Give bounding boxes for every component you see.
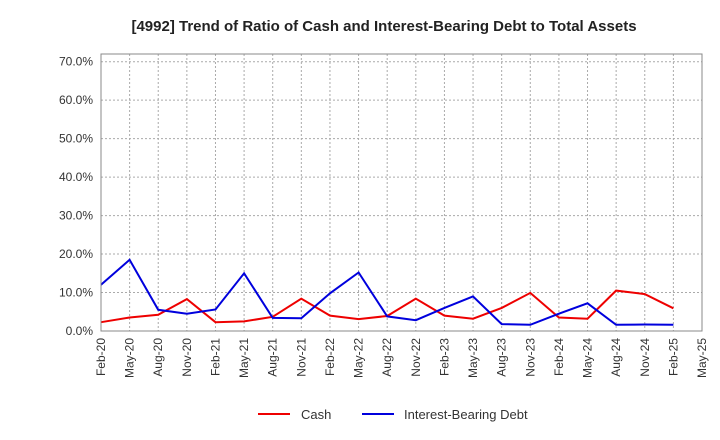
- x-tick-label: Feb-20: [94, 338, 108, 376]
- x-axis: Feb-20 May-20 Aug-20 Nov-20 Feb-21 May-21 Aug-…: [94, 338, 709, 378]
- y-tick-label: 10.0%: [59, 286, 93, 300]
- x-tick-label: Aug-23: [495, 338, 509, 377]
- y-axis: 0.0% 10.0% 20.0% 30.0% 40.0% 50.0% 60.0% 70.0%: [59, 55, 93, 338]
- x-tick-label: May-25: [695, 338, 709, 378]
- legend-label: Interest-Bearing Debt: [404, 407, 528, 422]
- x-tick-label: Aug-21: [266, 338, 280, 377]
- x-tick-label: Nov-20: [180, 338, 194, 377]
- x-tick-label: Nov-21: [294, 338, 308, 377]
- x-tick-label: Nov-24: [638, 338, 652, 377]
- legend-label: Cash: [301, 407, 331, 422]
- series-line-interest-bearing-debt: [100, 258, 674, 326]
- x-tick-label: Aug-24: [609, 338, 623, 377]
- x-tick-label: Feb-23: [437, 338, 451, 376]
- y-tick-label: 40.0%: [59, 170, 93, 184]
- y-tick-label: 20.0%: [59, 247, 93, 261]
- x-tick-label: Feb-25: [666, 338, 680, 376]
- x-tick-label: Feb-21: [208, 338, 222, 376]
- x-tick-label: Nov-23: [523, 338, 537, 377]
- y-tick-label: 60.0%: [59, 93, 93, 107]
- x-tick-label: Feb-24: [552, 338, 566, 376]
- legend: Cash Interest-Bearing Debt: [258, 407, 528, 422]
- series-lines: [100, 258, 674, 326]
- x-tick-label: Nov-22: [409, 338, 423, 377]
- x-tick-label: May-24: [581, 338, 595, 378]
- plot-frame: [100, 53, 703, 332]
- y-tick-label: 0.0%: [66, 324, 94, 338]
- grid-lines: [101, 54, 702, 331]
- y-tick-label: 70.0%: [59, 55, 93, 69]
- x-tick-label: May-20: [123, 338, 137, 378]
- x-tick-label: May-22: [352, 338, 366, 378]
- x-tick-label: May-23: [466, 338, 480, 378]
- x-tick-label: Aug-20: [151, 338, 165, 377]
- x-tick-label: Aug-22: [380, 338, 394, 377]
- y-tick-label: 30.0%: [59, 209, 93, 223]
- chart-title: [4992] Trend of Ratio of Cash and Intere…: [131, 18, 636, 35]
- x-tick-label: May-21: [237, 338, 251, 378]
- x-tick-label: Feb-22: [323, 338, 337, 376]
- y-tick-label: 50.0%: [59, 132, 93, 146]
